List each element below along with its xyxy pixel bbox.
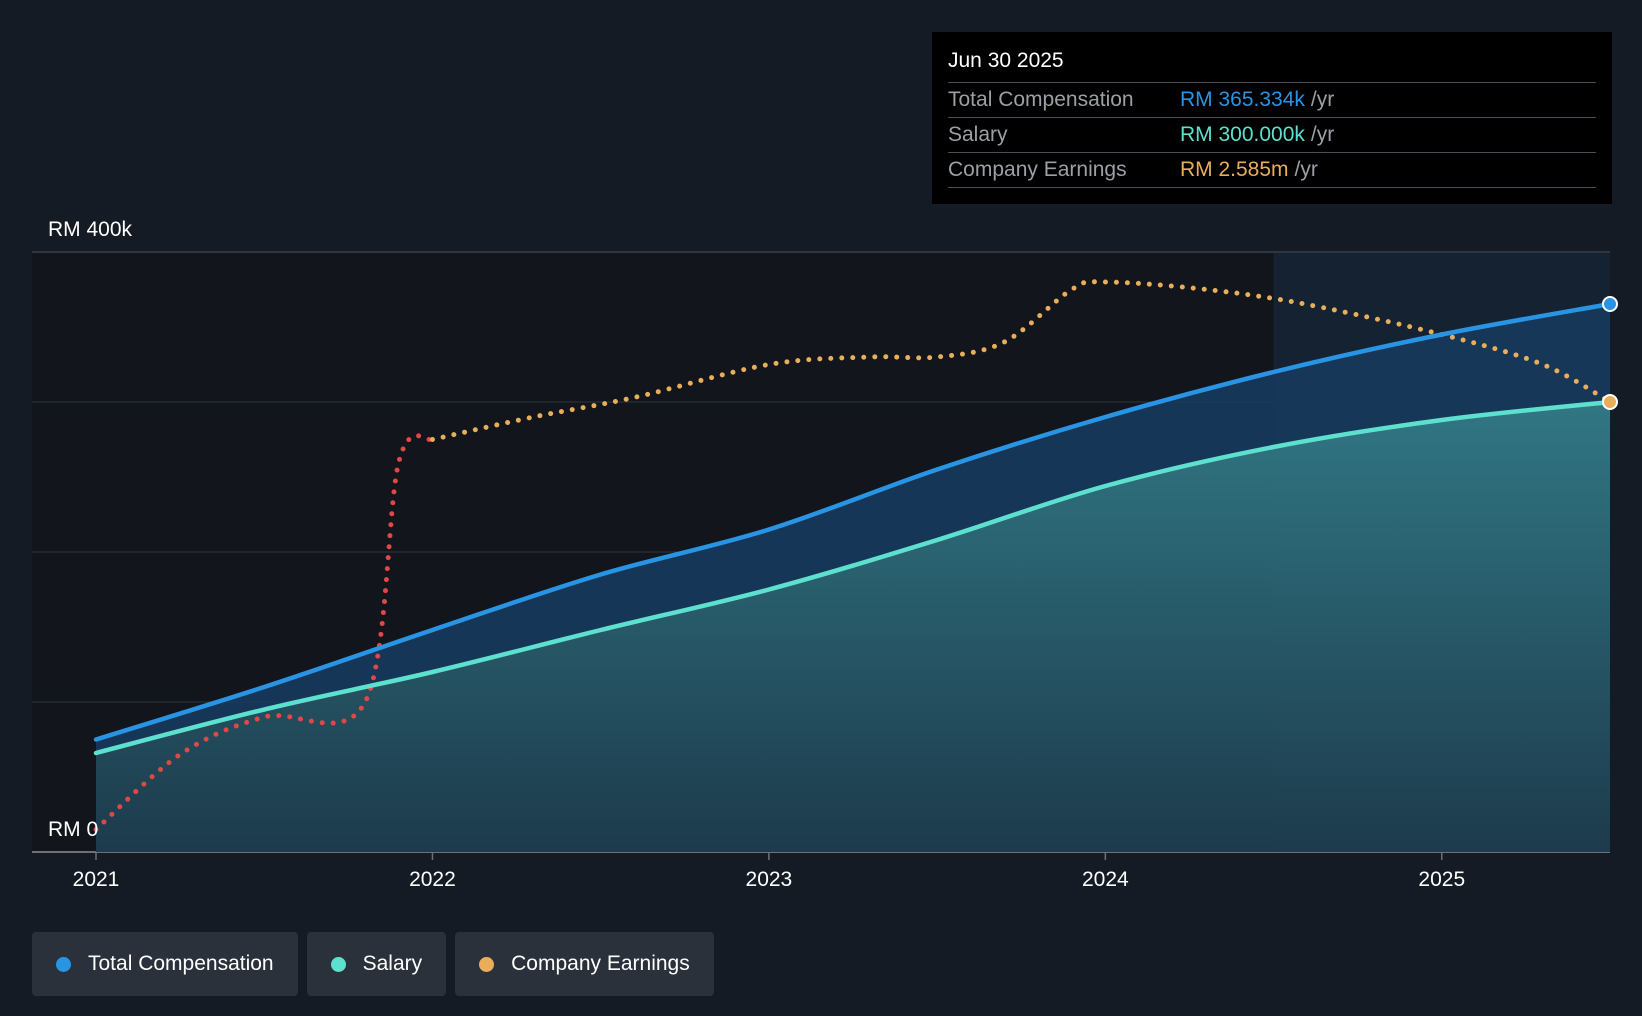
total-compensation-line (93, 301, 1613, 742)
salary-line (93, 399, 1613, 756)
tooltip-label: Salary (948, 123, 1008, 146)
legend-label: Company Earnings (511, 952, 690, 975)
x-tick-label: 2021 (73, 868, 120, 891)
tooltip-date: Jun 30 2025 (948, 46, 1596, 83)
legend-label: Total Compensation (88, 952, 274, 975)
chart-legend: Total Compensation Salary Company Earnin… (32, 932, 714, 996)
legend-label: Salary (362, 952, 423, 975)
y-axis-bottom-label: RM 0 (48, 818, 98, 841)
tooltip-value: RM 2.585m (1180, 158, 1289, 181)
tooltip-value: RM 300.000k (1180, 123, 1305, 146)
x-tick-label: 2022 (409, 868, 456, 891)
legend-item-company-earnings[interactable]: Company Earnings (455, 932, 714, 996)
tooltip-row-salary: Salary RM 300.000k /yr (948, 118, 1596, 153)
company-earnings-end-point[interactable] (1602, 394, 1618, 410)
salary-area (96, 402, 1610, 852)
company-earnings-line (429, 279, 1613, 442)
x-tick-label: 2024 (1082, 868, 1129, 891)
tooltip-label: Total Compensation (948, 88, 1134, 111)
tooltip-label: Company Earnings (948, 158, 1127, 181)
y-axis-top-label: RM 400k (48, 218, 133, 241)
x-axis: 2021 2022 2023 2024 2025 (73, 852, 1465, 891)
company-earnings-series (93, 279, 1613, 832)
tooltip-row-company-earnings: Company Earnings RM 2.585m /yr (948, 153, 1596, 188)
x-tick-label: 2023 (746, 868, 793, 891)
total-compensation-end-point[interactable] (1602, 295, 1618, 312)
tooltip-unit: /yr (1310, 123, 1335, 146)
legend-dot-icon (330, 956, 346, 972)
data-tooltip: Jun 30 2025 Total Compensation RM 365.33… (932, 32, 1612, 204)
tooltip-unit: /yr (1310, 88, 1335, 111)
tooltip-row-total-compensation: Total Compensation RM 365.334k /yr (948, 83, 1596, 118)
tooltip-value: RM 365.334k (1180, 88, 1305, 111)
tooltip-unit: /yr (1294, 158, 1318, 181)
x-tick-label: 2025 (1418, 868, 1465, 891)
company-earnings-line-low (93, 433, 435, 832)
legend-item-salary[interactable]: Salary (306, 932, 447, 996)
legend-item-total-compensation[interactable]: Total Compensation (32, 932, 298, 996)
legend-dot-icon (479, 956, 495, 972)
legend-dot-icon (56, 956, 71, 972)
